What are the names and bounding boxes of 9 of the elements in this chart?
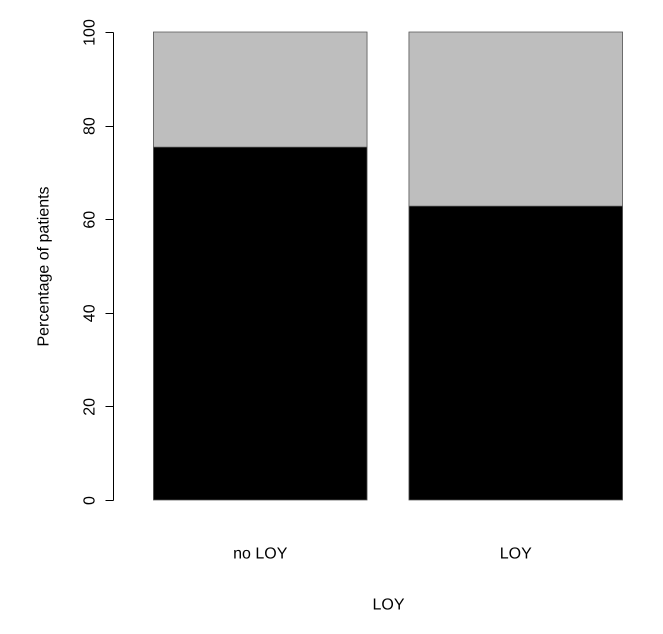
y-tick-label: 20 — [82, 398, 98, 416]
y-tick-label: 80 — [82, 117, 98, 135]
x-tick-label: no LOY — [233, 546, 288, 562]
y-axis-title: Percentage of patients — [36, 186, 52, 347]
y-tick-label: 60 — [82, 210, 98, 229]
y-tick-label: 40 — [82, 304, 98, 322]
y-tick-label: 0 — [82, 496, 98, 505]
y-tick-label: 100 — [82, 19, 98, 46]
x-axis-title: LOY — [372, 596, 405, 614]
